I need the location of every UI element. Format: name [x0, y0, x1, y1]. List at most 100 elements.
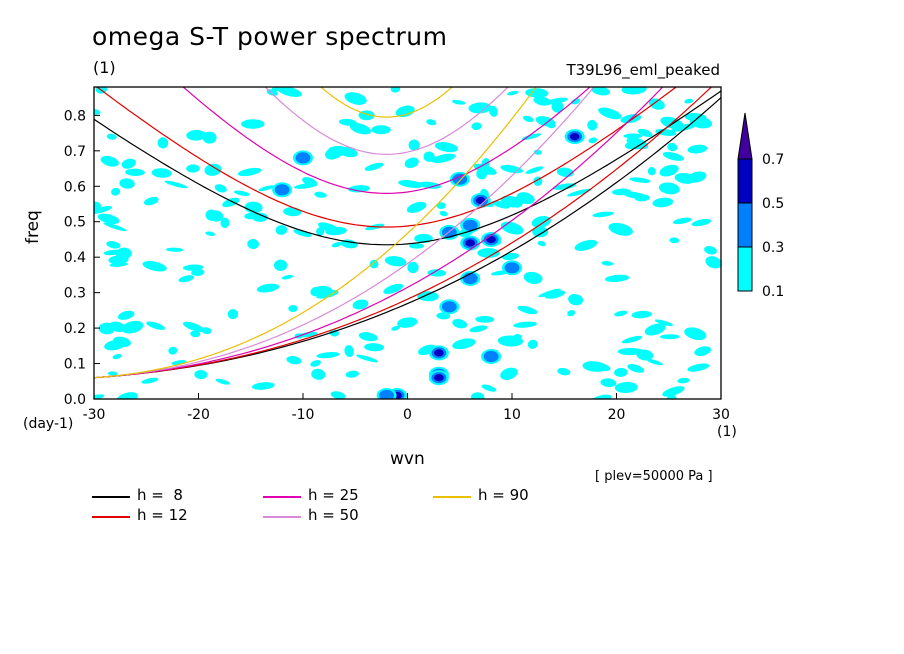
power-patch [256, 283, 280, 293]
power-patch [251, 382, 275, 390]
power-patch [567, 188, 592, 197]
power-patch [208, 210, 224, 222]
power-patch [142, 260, 167, 272]
colorbar-segment [737, 246, 753, 292]
run-label: T39L96_eml_peaked [566, 61, 720, 79]
legend-swatch [92, 516, 130, 518]
power-patch [523, 271, 543, 284]
power-patch [330, 391, 346, 399]
power-patch [684, 98, 694, 104]
power-patch [658, 182, 680, 195]
power-patch [283, 207, 302, 217]
power-patch [384, 256, 407, 267]
power-blob [462, 219, 478, 231]
legend-label: h = 8 [137, 486, 183, 504]
power-patch [630, 140, 643, 150]
power-blob [462, 272, 478, 285]
legend-label: h = 12 [137, 506, 188, 524]
power-patch [182, 321, 205, 333]
power-patch [348, 185, 370, 193]
power-patch [704, 246, 717, 255]
x-axis-label: wvn [390, 449, 425, 469]
power-patch [310, 360, 321, 367]
power-patch [345, 370, 359, 378]
y-axis-unit: (day-1) [23, 416, 74, 432]
colorbar-segment [737, 202, 753, 248]
power-patch [234, 190, 250, 196]
power-patch [500, 221, 524, 235]
power-patch [452, 319, 468, 329]
power-patch [191, 268, 205, 276]
power-patch [166, 247, 184, 252]
power-patch [471, 392, 485, 399]
power-patch [423, 151, 435, 162]
power-patch [275, 225, 288, 235]
power-patch [344, 345, 354, 358]
power-patch [404, 157, 419, 169]
power-patch [331, 242, 342, 248]
x-tick-label: 30 [712, 407, 730, 423]
power-patch [659, 164, 679, 177]
power-patch [316, 352, 340, 359]
power-patch [273, 259, 288, 272]
power-blob [274, 184, 290, 196]
power-patch [533, 96, 551, 106]
power-patch [667, 142, 678, 152]
colorbar-label: 0.1 [762, 284, 784, 300]
power-patch [398, 180, 423, 188]
power-patch [636, 349, 654, 361]
power-patch [507, 90, 519, 96]
power-blob [295, 152, 311, 164]
power-patch [194, 369, 208, 380]
y-tick-label: 0.3 [64, 286, 86, 302]
dispersion-curve-ig [320, 87, 454, 118]
power-patch [677, 377, 690, 384]
y-tick-label: 0.6 [64, 179, 86, 195]
power-blob [465, 239, 476, 247]
power-patch [436, 202, 446, 210]
power-patch [517, 305, 538, 315]
power-patch [302, 177, 318, 187]
power-patch [186, 164, 200, 173]
power-patch [655, 128, 677, 136]
dispersion-curve-ig [182, 87, 591, 195]
power-patch [592, 211, 614, 218]
power-blob [486, 235, 496, 244]
power-patch [436, 312, 451, 320]
legend-label: h = 25 [308, 486, 359, 504]
pressure-level-label: [ plev=50000 Pa ] [595, 469, 713, 484]
power-patch [669, 237, 680, 244]
y-axis-label: freq [23, 210, 43, 244]
power-patch [502, 252, 520, 261]
power-patch [103, 222, 127, 232]
power-patch [588, 137, 598, 144]
power-patch [288, 304, 298, 313]
power-patch [146, 321, 166, 330]
power-patch [621, 335, 643, 344]
power-patch [157, 137, 169, 149]
power-patch [513, 321, 537, 328]
power-patch [340, 239, 358, 249]
power-patch [143, 196, 159, 206]
power-patch [112, 353, 122, 360]
power-patch [121, 320, 144, 334]
power-patch [369, 259, 379, 269]
power-patch [168, 346, 178, 355]
power-patch [568, 294, 584, 306]
power-patch [648, 98, 665, 110]
power-patch [551, 100, 564, 113]
legend-swatch [263, 516, 301, 518]
power-patch [364, 162, 384, 171]
power-patch [205, 231, 216, 236]
power-patch [538, 288, 561, 298]
power-patch [95, 87, 108, 94]
power-patch [311, 368, 326, 380]
power-patch [97, 213, 120, 224]
power-patch [352, 299, 369, 310]
x-tick-label: -10 [292, 407, 315, 423]
power-blob [379, 389, 394, 399]
power-patch [286, 356, 302, 365]
power-patch [525, 88, 549, 98]
power-patch [186, 129, 207, 141]
power-blob [475, 196, 486, 205]
